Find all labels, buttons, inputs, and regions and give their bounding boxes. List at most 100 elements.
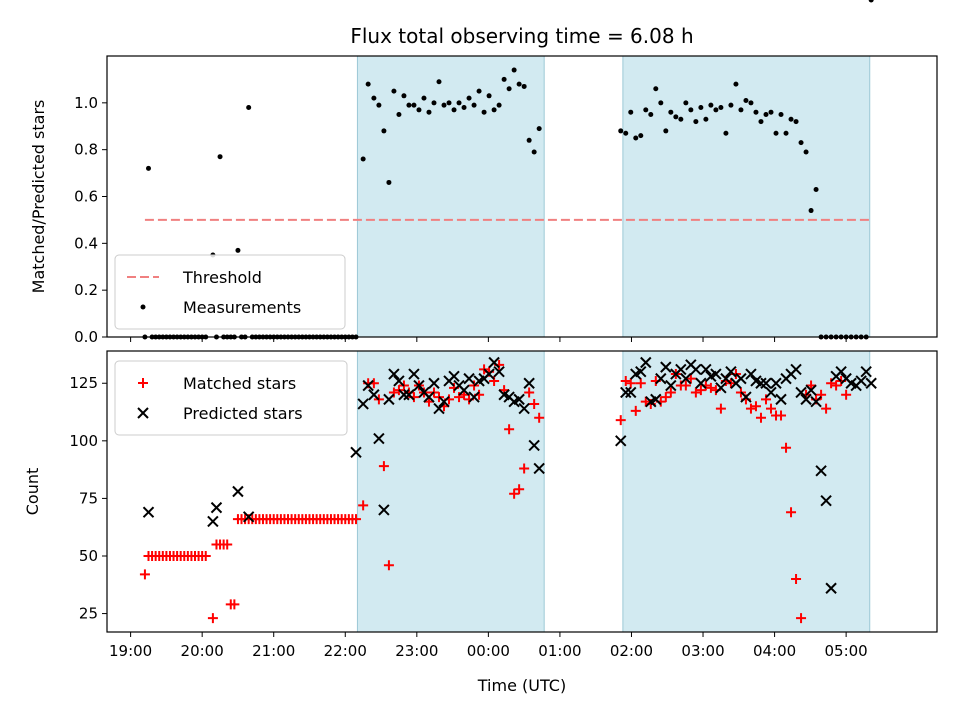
legend-swatch — [137, 407, 149, 419]
data-point — [693, 119, 699, 125]
data-point — [146, 165, 151, 171]
data-point — [139, 569, 150, 580]
data-point — [643, 107, 649, 113]
data-point — [658, 100, 664, 106]
data-point — [421, 95, 427, 101]
data-point — [868, 0, 874, 3]
data-point — [529, 398, 540, 409]
data-point — [745, 403, 756, 414]
data-point — [820, 495, 832, 507]
data-point — [456, 100, 462, 106]
data-point — [745, 368, 757, 380]
data-point — [431, 100, 437, 106]
x-tick-label: 00:00 — [467, 642, 510, 660]
data-point — [501, 76, 507, 82]
data-point — [518, 402, 530, 415]
data-point — [663, 128, 669, 134]
data-point — [698, 105, 704, 111]
data-point — [720, 372, 732, 385]
data-point — [865, 377, 877, 389]
data-point — [461, 105, 467, 111]
x-tick-label: 03:00 — [681, 642, 724, 660]
data-point — [740, 391, 752, 403]
data-point — [493, 366, 505, 378]
x-tick-label: 23:00 — [395, 642, 438, 660]
data-point — [383, 393, 395, 406]
data-point — [715, 382, 727, 394]
y-tick-label: 75 — [79, 489, 98, 507]
y-axis-label: Count — [23, 468, 42, 516]
data-point — [207, 613, 218, 624]
legend-swatch — [140, 304, 146, 310]
data-point — [514, 484, 525, 495]
data-point — [803, 149, 809, 155]
data-point — [481, 109, 487, 115]
data-point — [831, 380, 842, 391]
data-point — [790, 363, 802, 376]
data-point — [825, 582, 837, 594]
x-tick-label: 22:00 — [324, 642, 367, 660]
data-point — [800, 393, 812, 406]
data-point — [755, 377, 767, 389]
data-point — [748, 100, 754, 106]
observing-interval — [356, 350, 545, 633]
data-point — [358, 500, 369, 511]
data-point — [703, 116, 709, 122]
data-point — [232, 485, 244, 498]
legend: Matched stars Predicted stars — [114, 360, 348, 436]
data-point — [533, 462, 545, 475]
data-point — [680, 380, 691, 391]
x-tick-label: 20:00 — [181, 642, 224, 660]
y-tick-label: 0.0 — [74, 328, 98, 346]
data-point — [768, 109, 774, 115]
data-point — [735, 372, 747, 385]
data-point — [210, 501, 223, 514]
data-point — [523, 377, 535, 389]
data-point — [504, 424, 515, 435]
data-point — [526, 137, 532, 143]
data-point — [476, 88, 482, 94]
data-point — [638, 133, 644, 139]
data-point — [763, 112, 769, 118]
data-point — [516, 81, 522, 87]
data-point — [685, 373, 696, 384]
data-point — [815, 465, 827, 477]
data-point — [640, 356, 652, 369]
data-point — [350, 446, 362, 459]
data-point — [783, 130, 789, 136]
data-point — [468, 391, 480, 403]
data-point — [710, 368, 722, 380]
data-point — [448, 370, 460, 383]
data-point — [665, 379, 677, 392]
data-point — [509, 488, 520, 499]
data-point — [426, 109, 432, 115]
data-point — [778, 112, 784, 118]
data-point — [775, 393, 787, 406]
data-point — [668, 109, 674, 115]
data-point — [217, 154, 223, 160]
y-tick-label: 0.6 — [74, 188, 98, 206]
data-point — [403, 389, 415, 401]
data-point — [680, 372, 692, 385]
data-point — [406, 102, 412, 108]
data-point — [433, 402, 445, 415]
panel-bottom-count: 25 50 75 100 125 19:00 20:00 21:00 22:00 23:00 00:… — [23, 350, 938, 660]
data-point — [521, 83, 527, 89]
data-point — [690, 387, 701, 398]
data-point — [708, 102, 714, 108]
data-point — [483, 368, 495, 380]
y-tick-label: 50 — [79, 547, 98, 565]
data-point — [519, 463, 530, 474]
data-point — [368, 389, 380, 401]
x-tick-label: 05:00 — [825, 642, 868, 660]
chart-title: Flux total observing time = 6.08 h — [350, 24, 693, 48]
data-point — [441, 102, 447, 108]
data-point — [795, 386, 807, 399]
data-point — [393, 375, 405, 387]
legend-label: Matched stars — [183, 374, 296, 393]
data-point — [360, 156, 366, 162]
data-point — [690, 363, 702, 376]
data-point — [753, 109, 759, 115]
data-point — [635, 378, 646, 389]
data-point — [408, 368, 420, 380]
